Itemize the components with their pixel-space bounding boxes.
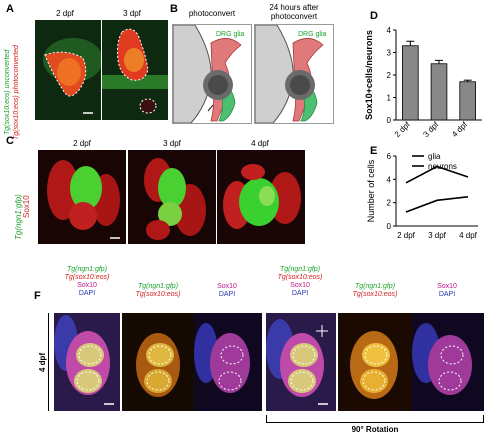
panel-f-header-4: Tg(ngn1:gfp) Tg(sox10:eos) Sox10 DAPI	[277, 266, 323, 297]
e-x-tick-label: 2 dpf	[397, 231, 416, 240]
panel-a-image-3dpf	[102, 20, 168, 120]
panel-c-col-label-3: 4 dpf	[251, 139, 269, 148]
d-y-tick-label: 2	[387, 71, 392, 80]
e-x-tick-label: 4 dpf	[459, 231, 478, 240]
panel-c-image-4dpf	[217, 150, 305, 244]
panel-b-diagram-photoconvert	[172, 24, 252, 124]
e-y-tick-label: 2	[387, 199, 392, 208]
panel-b-diagram-24h	[254, 24, 334, 124]
panel-f-image-rot-merge	[266, 313, 336, 411]
e-y-tick-label: 6	[387, 152, 392, 161]
panel-f-image-merge	[54, 313, 120, 411]
e-y-tick-label: 4	[387, 175, 392, 184]
panel-f-rotation-bracket	[266, 415, 484, 423]
d-x-tick-label: 2 dpf	[393, 120, 412, 139]
e-legend-label-glia: glia	[428, 152, 441, 161]
d-y-tick-label: 3	[387, 49, 392, 58]
d-bar	[402, 45, 419, 121]
panel-c-col-label-2: 3 dpf	[163, 139, 181, 148]
panel-c-image-2dpf	[38, 150, 126, 244]
d-y-tick-label: 0	[387, 116, 392, 125]
panel-e-letter: E	[370, 145, 378, 157]
e-legend-label-neurons: neurons	[428, 162, 457, 171]
panel-c-image-3dpf	[128, 150, 216, 244]
d-bar	[430, 63, 448, 121]
panel-a-col-label-2: 3 dpf	[123, 9, 141, 18]
e-series-line-glia	[405, 165, 469, 184]
panel-b-letter: B	[170, 3, 178, 15]
e-y-axis-label: Number of cells	[366, 159, 376, 222]
e-y-tick-label: 0	[387, 222, 392, 231]
panel-f-image-sox10-dapi	[194, 313, 262, 411]
panel-f-rotation-label: 90° Rotation	[351, 425, 399, 434]
panel-f-row-label: 4 dpf	[38, 352, 47, 372]
panel-f-header-2: Tg(ngn1:gfp) Tg(sox10:eos)	[135, 283, 181, 298]
panel-a-col-label-1: 2 dpf	[56, 9, 74, 18]
panel-a-ylabel-red: Tg(sox10:eos) photoconverted	[13, 45, 20, 140]
panel-b-glia-label-1: DRG glia	[216, 31, 245, 38]
panel-d-chart: 0 1 2 3 4 2 dpf 3 dpf 4 dpf Sox10+cells/neurons	[364, 26, 482, 139]
d-y-tick-label: 4	[387, 26, 392, 35]
panel-d-letter: D	[370, 10, 378, 22]
d-y-axis-label: Sox10+cells/neurons	[364, 30, 374, 120]
panel-f-image-rot-gfp-eos	[338, 313, 412, 411]
panel-a-image-2dpf	[35, 20, 101, 120]
panel-f-header-3: Sox10 DAPI	[217, 283, 237, 298]
panel-b-col-label-2: 24 hours after photoconvert	[269, 3, 319, 21]
panel-a-letter: A	[6, 3, 14, 15]
panel-f-letter: F	[34, 290, 41, 302]
d-bar	[459, 81, 476, 121]
panel-f-header-1: Tg(ngn1:gfp) Tg(sox10:eos) Sox10 DAPI	[64, 266, 110, 297]
d-x-tick-label: 3 dpf	[421, 120, 440, 139]
panel-a-ylabel-green: Tg(sox10:eos) unconverted	[4, 49, 11, 135]
panel-f-image-gfp-eos	[122, 313, 194, 411]
d-y-tick-label: 1	[387, 94, 392, 103]
e-x-tick-label: 3 dpf	[428, 231, 447, 240]
panel-f-image-rot-sox10-dapi	[412, 313, 484, 411]
panel-b-glia-label-2: DRG glia	[298, 31, 327, 38]
d-x-tick-label: 4 dpf	[450, 120, 469, 139]
panel-f-header-6: Sox10 DAPI	[437, 283, 457, 298]
panel-c-ylabel-red: Sox10	[22, 195, 31, 218]
panel-c-letter: C	[6, 135, 14, 147]
panel-f-header-5: Tg(ngn1:gfp) Tg(sox10:eos)	[352, 283, 398, 298]
panel-b-col-label-1: photoconvert	[188, 9, 236, 18]
e-series-line-neurons	[405, 196, 469, 213]
panel-f-row-bracket	[48, 313, 52, 411]
panel-c-col-label-1: 2 dpf	[73, 139, 91, 148]
